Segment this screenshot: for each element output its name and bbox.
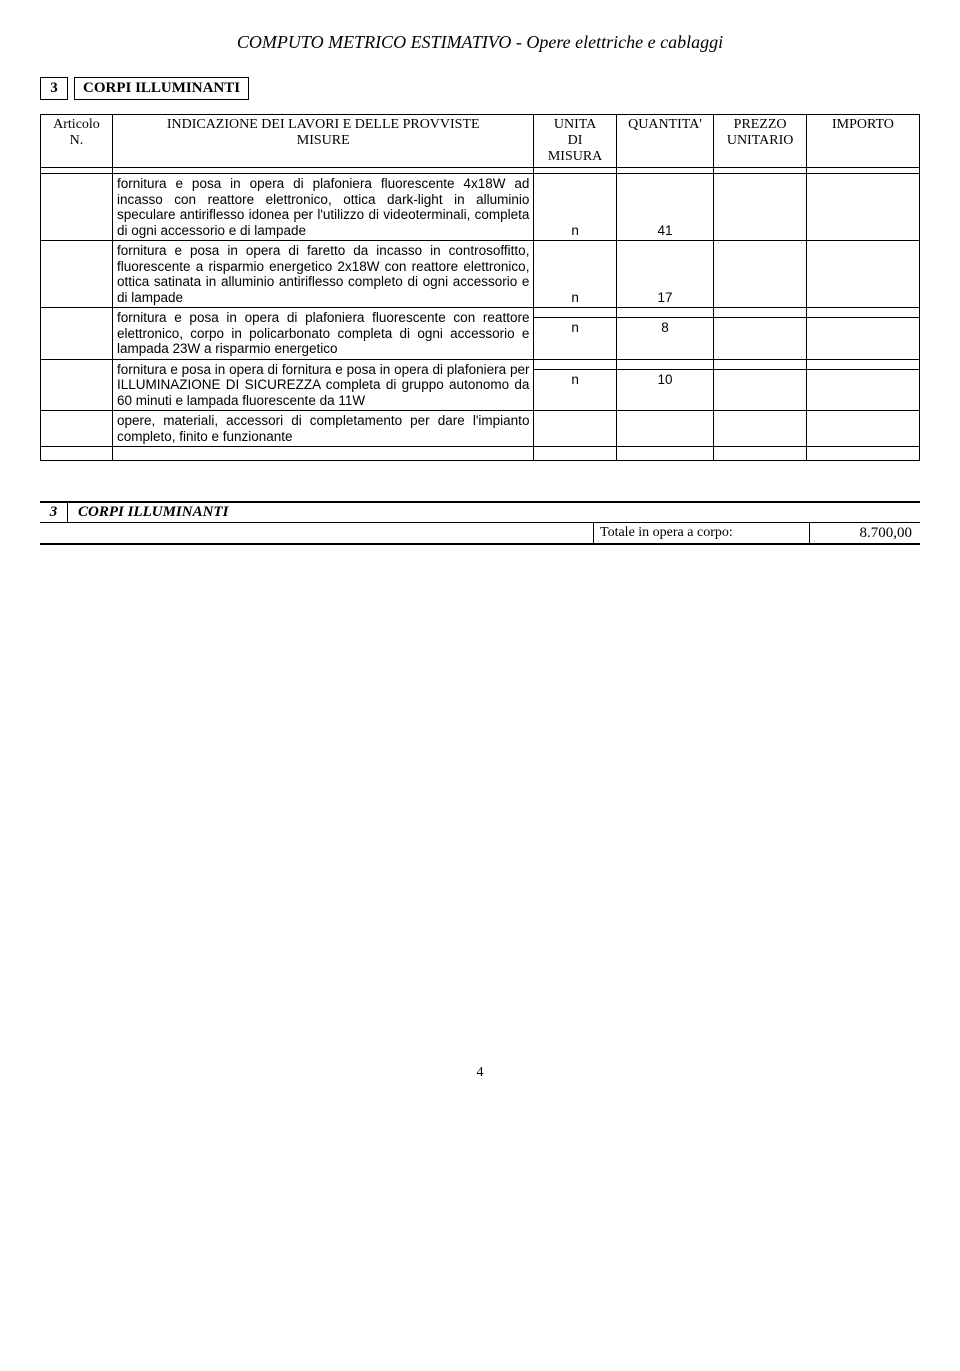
- col-desc-l1: INDICAZIONE DEI LAVORI E DELLE PROVVISTE: [167, 117, 480, 132]
- table-row: fornitura e posa in opera di plafoniera …: [41, 308, 920, 318]
- summary-block: 3 CORPI ILLUMINANTI Totale in opera a co…: [40, 501, 920, 545]
- col-unit-l3: MISURA: [548, 149, 602, 164]
- row-qty: 41: [616, 174, 714, 241]
- table-row: opere, materiali, accessori di completam…: [41, 411, 920, 447]
- col-prezzo: PREZZO UNITARIO: [714, 115, 807, 168]
- col-prezzo-l1: PREZZO: [734, 117, 787, 132]
- row-desc: fornitura e posa in opera di faretto da …: [112, 241, 534, 308]
- row-unit: n: [534, 174, 616, 241]
- page-number: 4: [40, 1065, 920, 1081]
- table-row: fornitura e posa in opera di plafoniera …: [41, 174, 920, 241]
- col-unit-l2: DI: [568, 133, 583, 148]
- summary-number: 3: [40, 503, 68, 522]
- main-table: Articolo N. INDICAZIONE DEI LAVORI E DEL…: [40, 114, 920, 461]
- col-desc-l2: MISURE: [297, 133, 350, 148]
- summary-title: CORPI ILLUMINANTI: [68, 503, 920, 522]
- row-desc: opere, materiali, accessori di completam…: [112, 411, 534, 447]
- col-importo: IMPORTO: [806, 115, 919, 168]
- table-row: fornitura e posa in opera di fornitura e…: [41, 359, 920, 369]
- col-desc: INDICAZIONE DEI LAVORI E DELLE PROVVISTE…: [112, 115, 534, 168]
- col-unit-l1: UNITA: [554, 117, 596, 132]
- section-bar: 3 CORPI ILLUMINANTI: [40, 77, 920, 100]
- col-articolo-l2: N.: [70, 133, 84, 148]
- summary-total-label: Totale in opera a corpo:: [594, 523, 810, 543]
- row-desc: fornitura e posa in opera di plafoniera …: [112, 308, 534, 360]
- section-title: CORPI ILLUMINANTI: [74, 77, 249, 100]
- page-header-title: COMPUTO METRICO ESTIMATIVO - Opere elett…: [40, 32, 920, 53]
- col-articolo-l1: Articolo: [53, 117, 100, 132]
- row-unit: n: [534, 318, 616, 359]
- row-desc: fornitura e posa in opera di fornitura e…: [112, 359, 534, 411]
- table-header-row: Articolo N. INDICAZIONE DEI LAVORI E DEL…: [41, 115, 920, 168]
- col-prezzo-l2: UNITARIO: [727, 133, 794, 148]
- col-articolo: Articolo N.: [41, 115, 113, 168]
- spacer-row: [41, 447, 920, 461]
- row-qty: 17: [616, 241, 714, 308]
- col-unit: UNITA DI MISURA: [534, 115, 616, 168]
- row-qty: 10: [616, 369, 714, 410]
- col-qty: QUANTITA': [616, 115, 714, 168]
- table-row: fornitura e posa in opera di faretto da …: [41, 241, 920, 308]
- row-desc: fornitura e posa in opera di plafoniera …: [112, 174, 534, 241]
- row-qty: 8: [616, 318, 714, 359]
- row-unit: n: [534, 241, 616, 308]
- row-unit: n: [534, 369, 616, 410]
- section-number: 3: [40, 77, 68, 100]
- summary-total-value: 8.700,00: [810, 523, 920, 543]
